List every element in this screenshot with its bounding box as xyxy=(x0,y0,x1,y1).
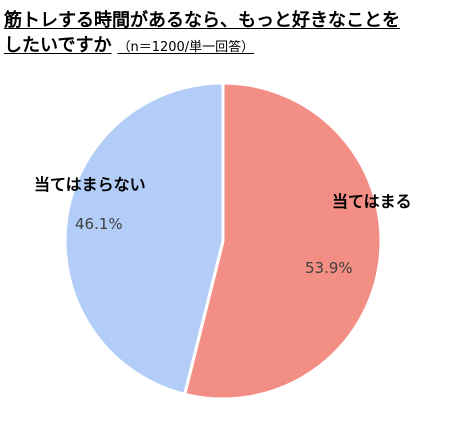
slice-percent-agree: 53.9% xyxy=(305,259,353,277)
slice-label-disagree: 当てはまらない xyxy=(34,175,146,194)
pie-slice-disagree xyxy=(63,81,225,396)
pie-labels: 当てはまる 53.9% 当てはまらない 46.1% xyxy=(34,175,412,277)
sample-note: （n＝1200/単一回答） xyxy=(117,40,255,55)
title-line-1: 筋トレする時間があるなら、もっと好きなことを xyxy=(4,10,400,31)
pie-slices xyxy=(63,81,383,401)
title-line-2: したいですか （n＝1200/単一回答） xyxy=(4,33,444,60)
slice-percent-disagree: 46.1% xyxy=(75,215,123,233)
title-line-2-text: したいですか xyxy=(4,35,112,56)
slice-label-agree: 当てはまる xyxy=(332,192,412,211)
pie-slice-agree xyxy=(183,81,383,401)
chart-title: 筋トレする時間があるなら、もっと好きなことを したいですか （n＝1200/単一回… xyxy=(4,8,444,60)
